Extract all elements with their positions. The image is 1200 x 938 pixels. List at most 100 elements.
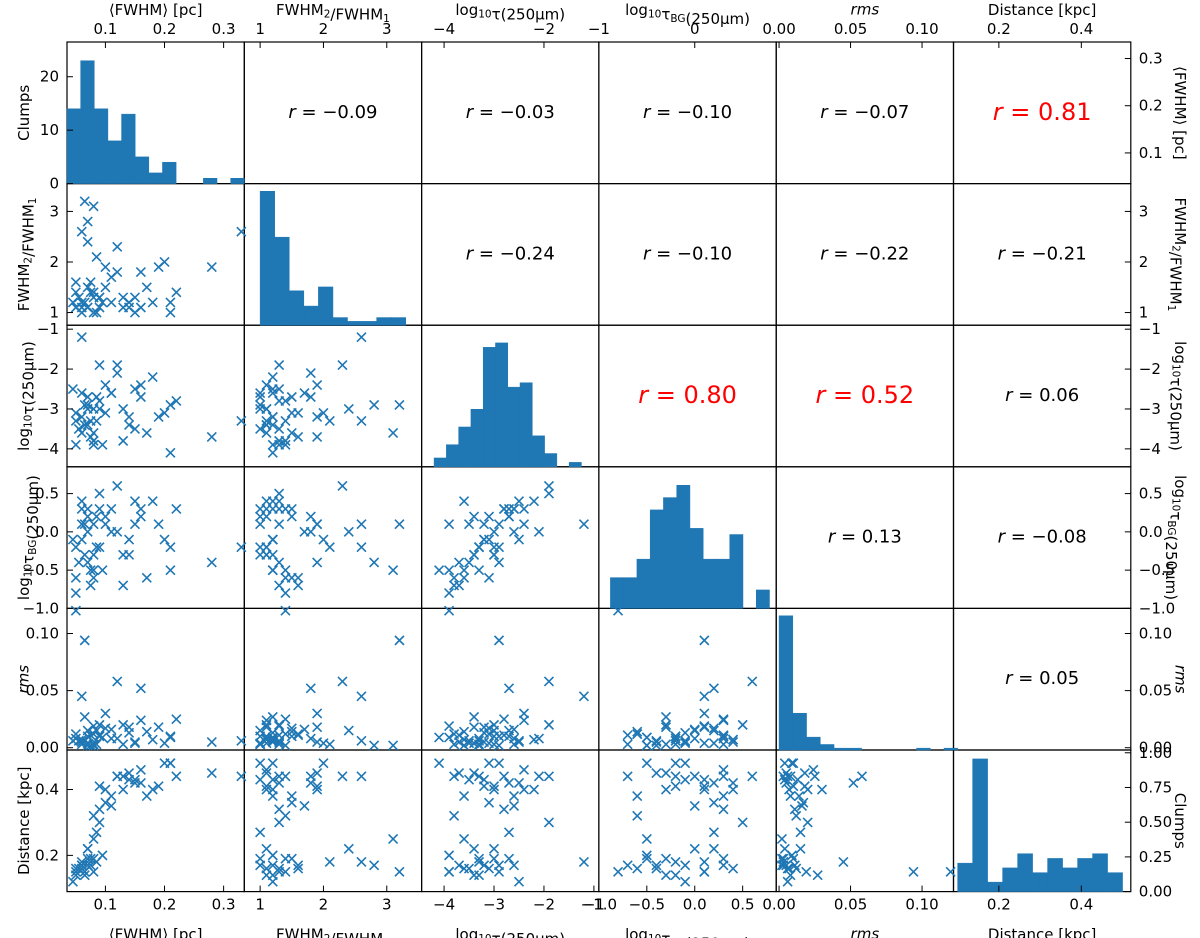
x-tick-label: 0.2 [153, 896, 177, 914]
scatter-point [94, 488, 105, 499]
scatter-point [794, 791, 805, 802]
histogram-bar [1047, 858, 1063, 892]
scatter-point [493, 635, 505, 646]
scatter-point [791, 863, 802, 874]
scatter-point [478, 860, 490, 871]
scatter-point [82, 526, 93, 537]
scatter-point [267, 411, 278, 423]
scatter-point [468, 767, 480, 779]
scatter-point [305, 511, 316, 522]
histogram-bar [495, 342, 509, 468]
scatter-point [85, 565, 96, 576]
scatter-point [680, 727, 691, 738]
x-tick-label: 3 [382, 896, 392, 914]
scatter-point [708, 723, 719, 734]
scatter-point [88, 565, 99, 576]
scatter-point [123, 534, 135, 545]
scatter-point [796, 800, 808, 812]
histogram-bar [1107, 872, 1123, 892]
scatter-point [255, 774, 266, 785]
top-tick-label: 0.4 [1069, 20, 1093, 38]
scatter-point [448, 572, 460, 583]
scatter-point [85, 287, 96, 298]
scatter-point [776, 853, 787, 864]
scatter-point [141, 282, 152, 293]
scatter-point [458, 565, 470, 576]
scatter-point [135, 511, 146, 522]
scatter-point [488, 781, 500, 792]
scatter-point [79, 635, 90, 646]
top-tick-label: 0.10 [905, 20, 938, 38]
y-tick-label: −2 [37, 360, 59, 378]
right-tick-label: −0.5 [1139, 561, 1175, 579]
scatter-point [286, 726, 297, 737]
scatter-point [699, 691, 710, 702]
y-tick-label: 0.00 [26, 739, 59, 757]
scatter-point [165, 297, 176, 308]
scatter-point [171, 771, 182, 782]
scatter-point [280, 605, 291, 616]
histogram-bar [1017, 853, 1033, 892]
scatter-point [488, 853, 500, 864]
scatter-point [88, 833, 99, 844]
top-tick-label: 0.2 [153, 20, 177, 38]
scatter-point [908, 866, 919, 877]
scatter-point [118, 403, 129, 415]
correlation-label: r = −0.24 [466, 243, 555, 264]
scatter-point [776, 833, 787, 844]
scatter-point [91, 307, 102, 318]
right-tick-label: 0.3 [1139, 50, 1163, 68]
scatter-point [473, 735, 485, 746]
correlation-label: r = 0.05 [1005, 668, 1079, 689]
scatter-point [458, 726, 470, 737]
scatter-point [79, 711, 90, 722]
x-tick-label: −4 [433, 896, 455, 914]
scatter-point [118, 771, 129, 782]
right-tick-label: 0.05 [1139, 682, 1172, 700]
scatter-point [118, 719, 129, 730]
scatter-point [97, 850, 108, 861]
scatter-point [129, 519, 141, 530]
scatter-point [473, 856, 485, 868]
top-axis-label: Distance [kpc] [988, 1, 1097, 19]
scatter-point [508, 526, 520, 537]
scatter-point [318, 534, 329, 545]
scatter-point [699, 708, 710, 719]
y-tick-label: 20 [40, 68, 59, 86]
histogram-bar [1062, 867, 1078, 892]
histogram-bar [1002, 867, 1018, 892]
x-tick-label: 0.4 [1069, 896, 1093, 914]
scatter-point [94, 731, 105, 742]
scatter-point [458, 833, 470, 844]
scatter-point [737, 817, 748, 828]
scatter-point [312, 411, 323, 423]
panel-frame [421, 466, 600, 609]
scatter-point [483, 511, 495, 522]
histogram-bar [820, 744, 835, 751]
right-tick-label: 3 [1139, 202, 1149, 220]
scatter-point [255, 549, 266, 560]
scatter-point [79, 870, 90, 881]
scatter-point [483, 534, 495, 545]
scatter-point [680, 876, 691, 887]
scatter-point [337, 480, 348, 492]
y-tick-label: −4 [37, 440, 59, 458]
scatter-point [267, 758, 278, 769]
scatter-point [508, 503, 520, 514]
histogram-bar [716, 558, 730, 609]
scatter-point [498, 503, 510, 514]
scatter-point [165, 758, 176, 769]
scatter-point [513, 735, 525, 746]
y-axis-label: Clumps [15, 85, 33, 141]
top-tick-label: 1 [255, 20, 265, 38]
scatter-point [274, 720, 285, 732]
scatter-point [791, 810, 802, 821]
scatter-point [737, 719, 748, 730]
correlation-label: r = 0.80 [638, 381, 737, 409]
scatter-point [493, 740, 505, 751]
scatter-point [670, 758, 681, 769]
scatter-point [670, 731, 681, 742]
scatter-point [94, 360, 105, 371]
scatter-point [513, 876, 525, 887]
